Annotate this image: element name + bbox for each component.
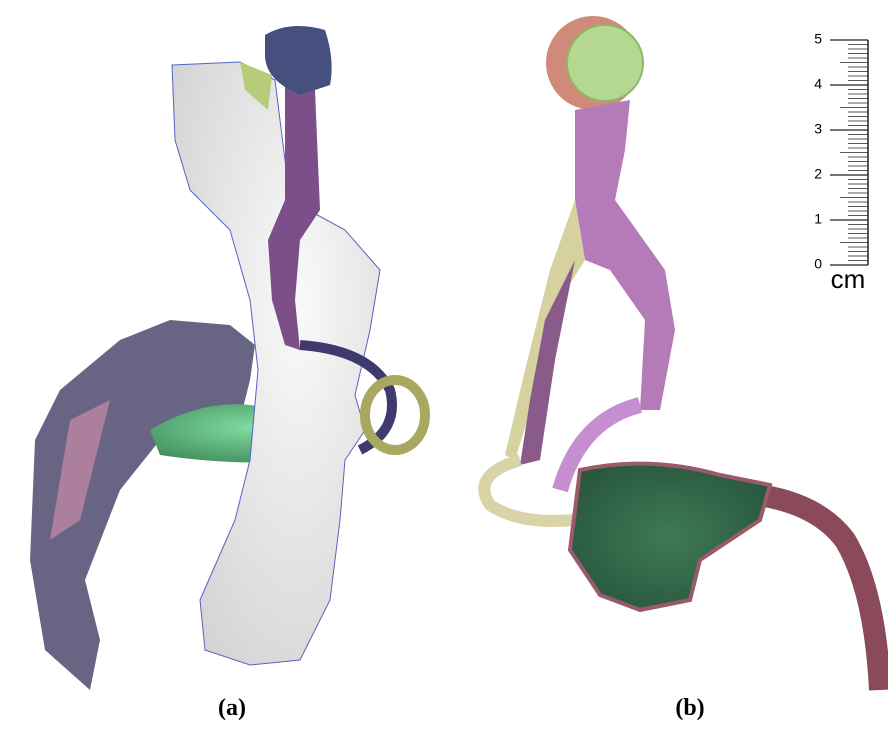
tick-label: 0 [814, 256, 822, 272]
tick-label: 2 [814, 166, 822, 182]
render-b [484, 16, 880, 690]
panel-label: (b) [675, 695, 704, 721]
figure: cm 0 1 2 3 4 5 (a) (b) [0, 0, 888, 753]
tick-label: 1 [814, 211, 822, 227]
tick-label: 4 [814, 76, 822, 92]
render-a [30, 26, 425, 690]
scale-bar: cm 0 1 2 3 4 5 [814, 31, 868, 294]
tick-label: 3 [814, 121, 822, 137]
panel-label: (a) [218, 695, 246, 721]
scale-unit: cm [831, 264, 866, 294]
tick-label: 5 [814, 31, 822, 47]
